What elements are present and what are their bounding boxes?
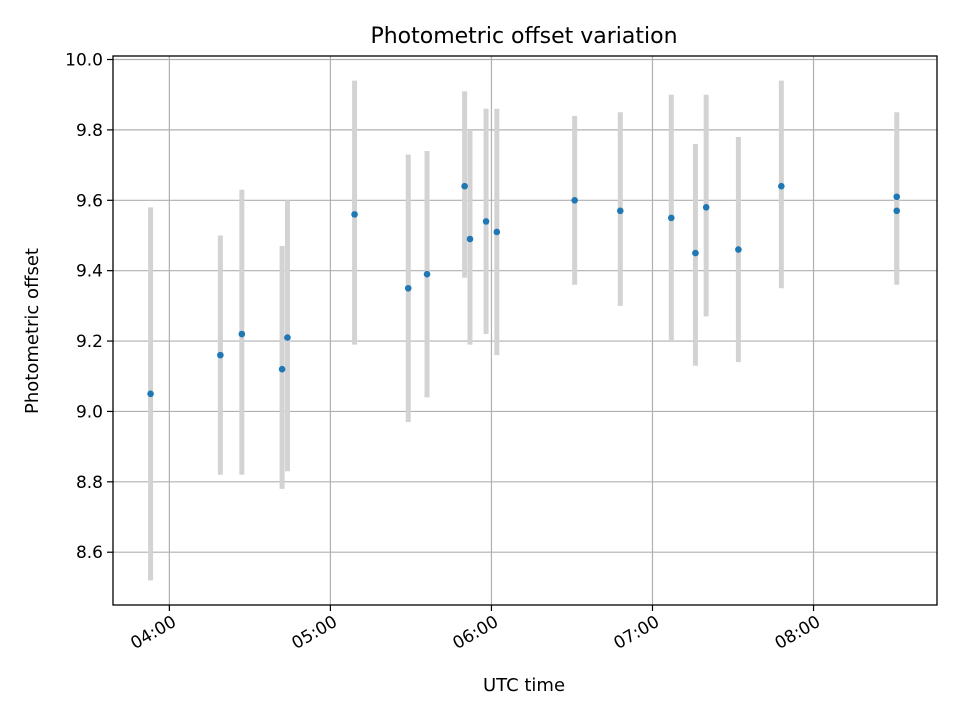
y-tick-label: 9.4 <box>76 262 103 282</box>
data-point <box>278 365 286 373</box>
x-tick-label: 07:00 <box>611 612 663 654</box>
chart-title: Photometric offset variation <box>370 24 677 49</box>
y-tick-label: 9.0 <box>76 402 103 422</box>
x-tick-label: 04:00 <box>127 612 179 654</box>
data-point <box>893 207 901 215</box>
y-tick-label: 10.0 <box>65 51 103 71</box>
y-tick-label: 8.6 <box>76 543 103 563</box>
y-axis-label: Photometric offset <box>22 248 43 414</box>
data-point <box>482 218 490 225</box>
data-point <box>692 249 699 257</box>
y-tick-label: 9.8 <box>76 121 103 141</box>
data-point <box>238 330 246 338</box>
y-tick-label: 8.8 <box>76 473 103 493</box>
data-point <box>616 207 624 215</box>
x-tick-label: 05:00 <box>288 612 340 654</box>
plot-frame <box>112 55 938 606</box>
data-point <box>461 182 468 190</box>
grid-lines <box>113 56 937 605</box>
y-tick-label: 9.6 <box>76 191 103 211</box>
data-point <box>702 204 710 211</box>
data-points <box>147 182 901 398</box>
data-point <box>147 390 154 398</box>
data-point <box>493 228 501 236</box>
data-point <box>423 270 431 278</box>
data-point <box>404 284 412 292</box>
y-axis: 8.6 8.8 9.0 9.2 9.4 9.6 9.8 10.0 <box>65 51 113 563</box>
data-point <box>466 235 474 243</box>
data-point <box>284 334 291 341</box>
error-bars <box>148 80 900 581</box>
data-point <box>778 182 785 190</box>
y-tick-label: 9.2 <box>76 332 103 352</box>
x-axis-label: UTC time <box>483 675 565 696</box>
data-point <box>667 214 675 222</box>
data-point <box>571 196 578 204</box>
data-point <box>735 246 742 253</box>
data-point <box>893 193 901 201</box>
x-axis: 04:00 05:00 06:00 07:00 08:00 <box>127 605 824 654</box>
data-point <box>217 351 224 359</box>
x-tick-label: 08:00 <box>772 612 824 654</box>
x-tick-label: 06:00 <box>450 612 502 654</box>
data-point <box>351 211 358 218</box>
